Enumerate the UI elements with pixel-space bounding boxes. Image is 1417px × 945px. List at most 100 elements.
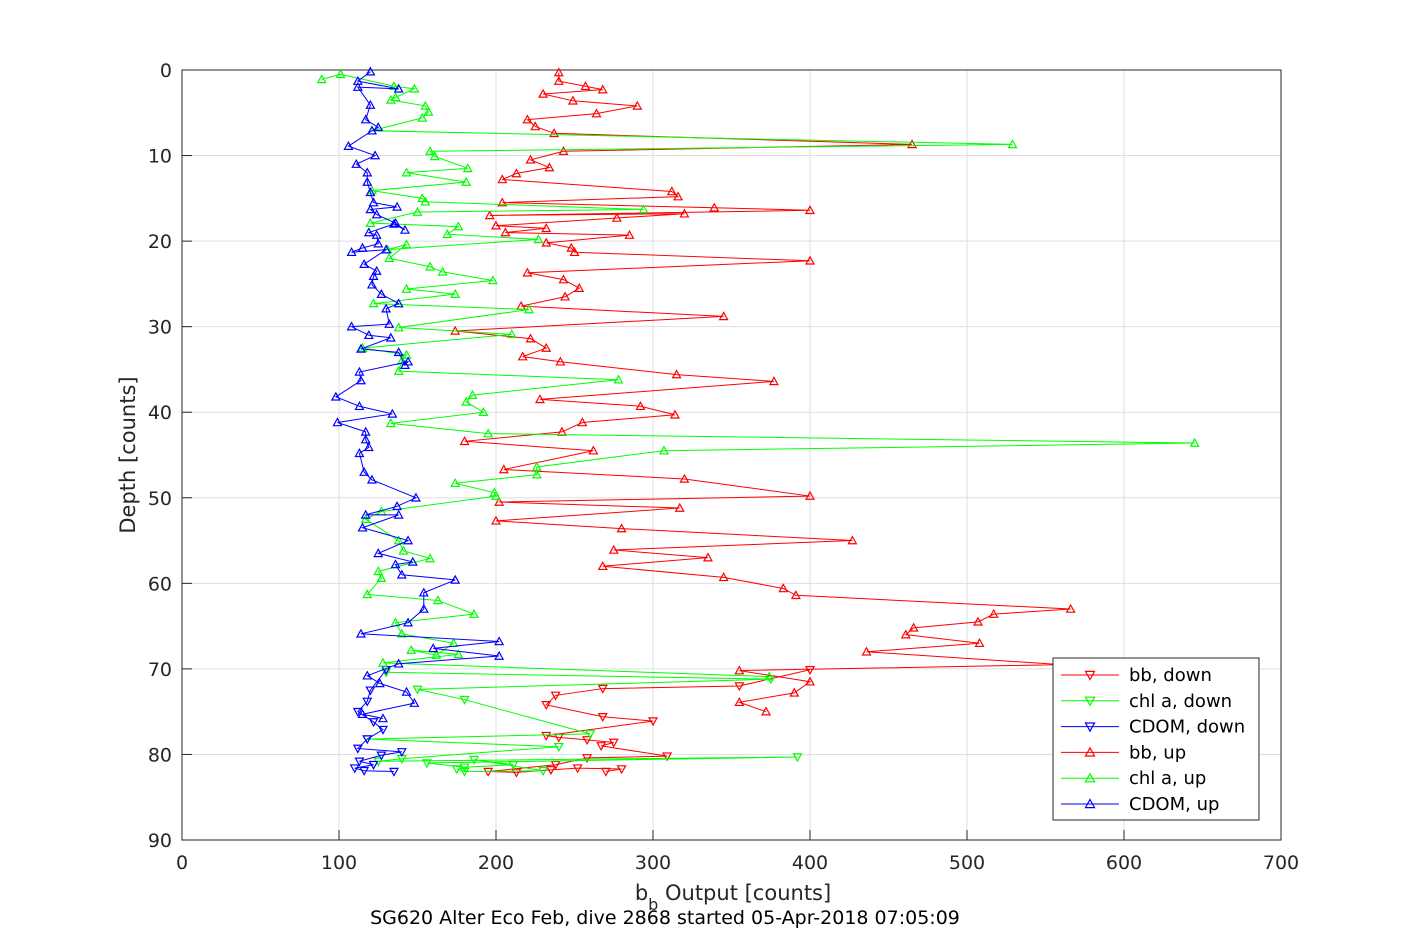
data-point — [432, 595, 443, 605]
data-point — [538, 766, 549, 776]
data-point — [847, 535, 858, 545]
data-point — [597, 560, 608, 571]
data-point — [541, 731, 552, 741]
data-point — [396, 569, 407, 579]
data-point — [417, 112, 428, 122]
data-point — [487, 275, 498, 285]
data-point — [560, 291, 571, 301]
data-point — [761, 706, 772, 716]
data-point — [790, 590, 801, 600]
data-point — [469, 608, 480, 618]
data-point — [399, 224, 410, 234]
data-point — [674, 502, 685, 512]
data-point — [974, 637, 985, 648]
data-point — [363, 329, 374, 340]
data-point — [497, 197, 508, 207]
data-point — [403, 535, 414, 545]
data-point — [709, 202, 720, 212]
data-point — [412, 685, 423, 695]
y-tick-label: 30 — [148, 317, 172, 339]
data-point — [498, 464, 509, 474]
data-point — [363, 227, 374, 237]
data-point — [352, 81, 363, 91]
data-point — [355, 628, 366, 638]
data-point — [541, 342, 552, 352]
data-point — [804, 676, 816, 686]
data-point — [401, 686, 412, 696]
data-point — [396, 355, 407, 365]
data-point — [401, 349, 412, 359]
data-point — [494, 650, 505, 660]
data-point — [357, 708, 368, 719]
data-point — [608, 544, 619, 554]
data-point — [597, 712, 608, 723]
data-point — [549, 128, 560, 138]
data-point — [396, 628, 407, 638]
data-point — [506, 329, 517, 339]
data-point — [355, 343, 366, 353]
data-point — [588, 445, 599, 455]
data-point — [385, 94, 396, 104]
data-point — [431, 649, 442, 660]
legend: bb, down chl a, down CDOM, down bb, up chl a… — [1052, 657, 1260, 821]
data-point — [453, 649, 464, 659]
data-point — [580, 81, 591, 91]
data-point — [541, 237, 552, 247]
data-point — [483, 428, 494, 438]
data-point — [484, 210, 495, 220]
data-point — [679, 208, 690, 218]
y-tick-label: 80 — [148, 744, 172, 766]
data-point — [718, 311, 729, 321]
data-point — [420, 196, 431, 206]
data-point — [412, 206, 423, 216]
data-point — [346, 246, 357, 257]
data-point — [330, 391, 341, 401]
data-point — [461, 176, 472, 186]
data-point — [517, 351, 528, 361]
data-point — [393, 365, 404, 375]
data-point — [362, 735, 373, 745]
data-point — [385, 418, 396, 428]
data-point — [483, 767, 494, 777]
data-point — [421, 759, 432, 769]
data-point — [525, 333, 536, 343]
data-point — [666, 186, 677, 196]
data-point — [362, 670, 373, 680]
legend-swatch-marker — [1084, 722, 1096, 733]
data-point — [332, 417, 343, 427]
data-point — [907, 139, 918, 149]
y-tick-label: 0 — [160, 60, 172, 82]
data-point — [442, 229, 453, 239]
data-point — [346, 321, 357, 331]
data-point — [555, 356, 566, 366]
data-point — [387, 408, 398, 418]
data-point — [373, 122, 384, 132]
data-point — [368, 197, 379, 207]
data-point — [398, 545, 409, 555]
y-axis-label: Depth [counts] — [116, 376, 140, 533]
series-cdom-up — [330, 66, 505, 723]
data-point — [459, 763, 470, 773]
data-point — [371, 265, 382, 275]
data-point — [734, 697, 745, 707]
x-tick-label: 300 — [635, 852, 671, 874]
data-point — [1065, 603, 1076, 613]
legend-swatch-marker — [1084, 798, 1096, 809]
data-point — [669, 409, 680, 419]
data-point — [390, 217, 401, 227]
data-point — [635, 400, 646, 411]
data-point — [450, 477, 461, 488]
legend-box — [1052, 657, 1260, 821]
data-point — [401, 283, 412, 293]
data-point — [390, 92, 401, 102]
x-tick-label: 500 — [949, 852, 985, 874]
data-point — [377, 725, 388, 735]
data-point — [403, 356, 414, 366]
data-point — [511, 168, 522, 178]
data-point — [393, 298, 404, 308]
series-cdom-down — [349, 665, 407, 777]
data-point — [679, 473, 690, 483]
data-point — [450, 574, 461, 584]
x-tick-label: 100 — [321, 852, 357, 874]
legend-entry-label: bb, up — [1129, 742, 1186, 763]
